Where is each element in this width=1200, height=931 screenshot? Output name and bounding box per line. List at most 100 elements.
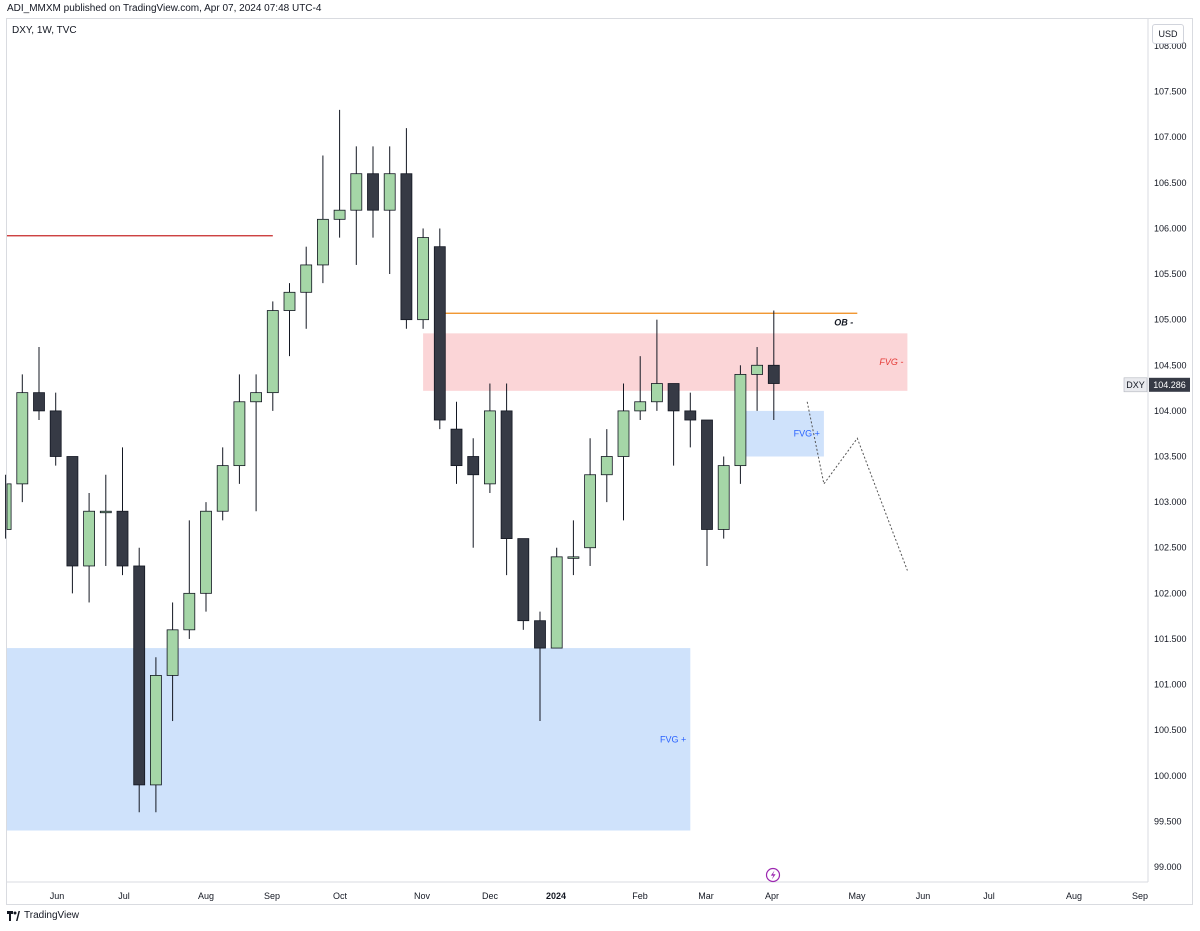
candle-body (66, 456, 79, 567)
price-tick-5: 105.500 (1154, 269, 1187, 279)
candle-body (183, 592, 196, 631)
candle-body (734, 373, 747, 467)
candle-9 (149, 657, 162, 813)
price-tick-3: 106.500 (1154, 178, 1187, 188)
candle-13 (216, 447, 229, 521)
fvg-zone-label-2: FVG + (794, 429, 820, 439)
candle-34 (567, 520, 580, 576)
lightning-icon-bolt (770, 870, 776, 880)
projection-layer (806, 401, 908, 571)
lines-layer: OB - (7, 235, 858, 327)
candle-body (83, 510, 95, 567)
candle-40 (667, 383, 680, 466)
candle-body (400, 173, 413, 321)
time-tick-12: Jun (916, 891, 931, 901)
footer-brand[interactable]: TradingView (7, 910, 79, 921)
time-tick-5: Nov (414, 891, 431, 901)
candle-45 (751, 347, 763, 411)
time-tick-4: Oct (333, 891, 348, 901)
price-tick-15: 100.500 (1154, 725, 1187, 735)
candle-body (200, 510, 212, 594)
candle-12 (200, 502, 212, 612)
time-tick-15: Sep (1132, 891, 1148, 901)
candle-28 (467, 438, 480, 548)
candle-20 (333, 109, 346, 238)
candle-0 (5, 474, 12, 539)
time-tick-2: Aug (198, 891, 214, 901)
price-tick-16: 100.000 (1154, 771, 1187, 781)
fvg-zone-label-0: FVG + (660, 734, 686, 744)
current-price-value: 104.286 (1153, 380, 1186, 390)
candle-body (550, 556, 563, 649)
candles-layer (5, 109, 780, 813)
candle-body (634, 401, 647, 412)
candle-27 (450, 401, 463, 484)
price-tick-12: 102.000 (1154, 588, 1187, 598)
candle-body (316, 218, 329, 266)
candle-body (266, 310, 279, 394)
zones-layer: FVG + FVG - FVG + (7, 333, 908, 831)
price-tick-0: 108.000 (1154, 41, 1187, 51)
time-axis: Jun Jul Aug Sep Oct Nov Dec 2024 Feb Mar Apr May Jun… (7, 881, 1148, 901)
candle-36 (600, 429, 613, 503)
candle-body (383, 173, 396, 211)
price-tick-9: 103.500 (1154, 452, 1187, 462)
symbol-interval-label[interactable]: DXY, 1W, TVC (12, 25, 77, 36)
candle-body (517, 538, 530, 622)
candle-24 (400, 128, 413, 329)
footer-brand-text: TradingView (24, 910, 80, 921)
candle-body (651, 383, 663, 403)
price-tick-13: 101.500 (1154, 634, 1187, 644)
candle-body (250, 392, 263, 403)
candle-3 (49, 392, 62, 466)
candle-14 (233, 374, 246, 484)
candle-body (684, 410, 697, 421)
candle-body (483, 410, 496, 485)
candle-body (149, 675, 162, 786)
candle-29 (483, 383, 496, 493)
time-tick-8: Feb (632, 891, 648, 901)
candle-25 (417, 228, 430, 329)
candle-body (116, 510, 129, 567)
candle-body (133, 565, 146, 786)
candle-body (467, 456, 480, 476)
candle-2 (33, 347, 45, 421)
publish-info: ADI_MMXM published on TradingView.com, A… (7, 3, 322, 14)
price-tick-14: 101.000 (1154, 680, 1187, 690)
candle-body (600, 456, 613, 476)
price-tick-11: 102.500 (1154, 543, 1187, 553)
level-line-label-1: OB - (834, 317, 853, 327)
candle-15 (250, 374, 263, 512)
currency-selector[interactable]: USD (1152, 24, 1184, 44)
candle-body (534, 620, 546, 649)
candle-1 (16, 374, 29, 503)
candle-6 (99, 474, 112, 566)
candle-body (233, 401, 246, 467)
price-tick-1: 107.500 (1154, 87, 1187, 97)
fvg-zone-0 (7, 648, 691, 831)
candle-11 (183, 520, 196, 639)
candle-42 (701, 419, 713, 566)
candle-body (300, 264, 313, 293)
candle-body (701, 419, 713, 530)
price-tick-7: 104.500 (1154, 360, 1187, 370)
candle-17 (283, 283, 296, 357)
price-tick-10: 103.000 (1154, 497, 1187, 507)
candle-10 (166, 602, 179, 722)
lightning-icon[interactable] (765, 867, 781, 883)
candle-7 (116, 447, 129, 576)
time-tick-10: Apr (765, 891, 779, 901)
candle-body (667, 383, 680, 412)
candle-body (6, 483, 12, 530)
candle-32 (534, 611, 546, 722)
price-tick-4: 106.000 (1154, 223, 1187, 233)
candle-37 (617, 383, 630, 521)
time-tick-3: Sep (264, 891, 280, 901)
time-tick-7: 2024 (546, 891, 566, 901)
candle-body (16, 392, 29, 485)
price-tick-18: 99.000 (1154, 862, 1182, 872)
candle-body (350, 173, 363, 211)
price-tick-8: 104.000 (1154, 406, 1187, 416)
time-tick-0: Jun (50, 891, 65, 901)
